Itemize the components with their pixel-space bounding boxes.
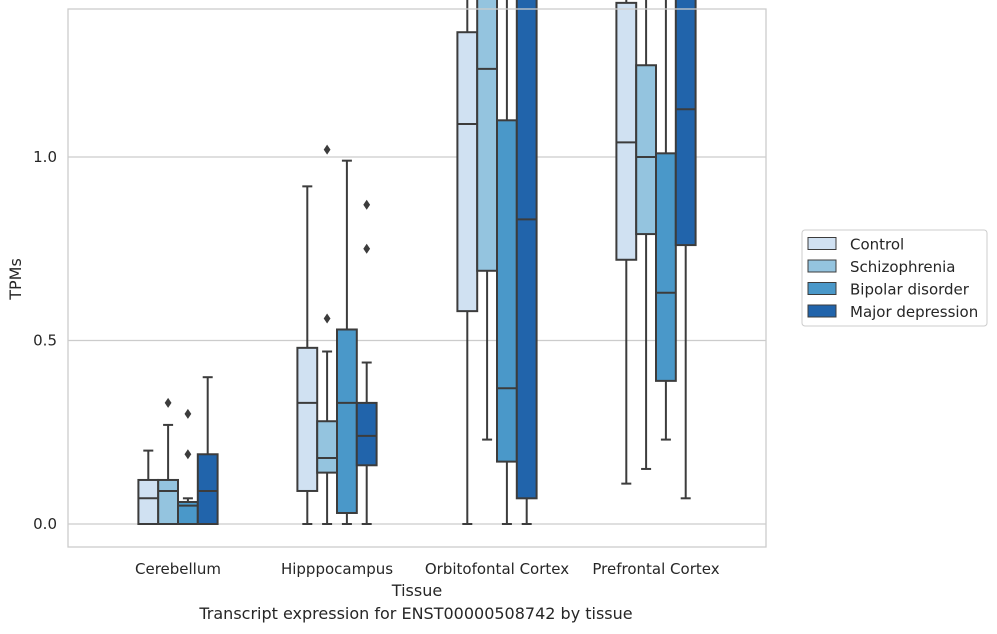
box-major-depression — [674, 0, 697, 500]
box-major-depression — [515, 0, 538, 525]
box-body — [635, 64, 658, 236]
box-body — [515, 0, 538, 500]
y-axis-label: TPMs — [6, 258, 25, 301]
box-body — [456, 31, 479, 313]
y-tick-label: 0.0 — [33, 515, 57, 533]
outlier-point — [323, 313, 331, 324]
x-axis-label: Tissue — [391, 581, 442, 600]
box-bipolar-disorder — [655, 0, 677, 441]
legend-swatch — [807, 259, 837, 273]
box-body — [674, 0, 697, 247]
legend-swatch — [807, 237, 837, 250]
box-body — [496, 119, 518, 463]
box-plots — [137, 0, 697, 526]
outlier-point — [323, 144, 331, 155]
x-tick-label: Cerebellum — [135, 560, 221, 578]
box-schizophrenia — [635, 0, 658, 470]
box-body — [196, 453, 219, 525]
box-bipolar-disorder — [336, 159, 358, 525]
box-body — [655, 152, 677, 382]
legend-swatch — [807, 304, 837, 318]
box-body — [336, 328, 358, 514]
x-tick-labels: Cerebellum Hipppocampus Orbitofontal Corte… — [135, 560, 720, 578]
box-major-depression — [196, 376, 219, 525]
box-bipolar-disorder — [496, 0, 518, 525]
x-tick-label: Hipppocampus — [281, 560, 393, 578]
box-schizophrenia — [157, 397, 179, 525]
legend-frame — [801, 229, 988, 327]
y-tick-labels: 0.00.51.01.52.02.5 — [33, 148, 57, 533]
outlier-point — [164, 397, 172, 408]
x-tick-label: Orbitofontal Cortex — [425, 560, 569, 578]
legend-swatch — [807, 282, 837, 295]
box-major-depression — [355, 199, 378, 525]
box-body — [137, 478, 160, 525]
chart-caption: Transcript expression for ENST0000050874… — [199, 604, 633, 623]
y-tick-label: 1.0 — [33, 148, 57, 166]
box-control — [137, 449, 160, 525]
box-bipolar-disorder — [177, 408, 199, 526]
box-control — [296, 185, 319, 525]
legend: Control Schizophrenia Bipolar disorder Majo… — [801, 229, 988, 327]
box-body — [316, 420, 339, 474]
legend-label: Bipolar disorder — [850, 281, 970, 299]
plot-frame — [67, 8, 767, 548]
box-body — [296, 346, 319, 492]
outlier-point — [363, 199, 371, 210]
box-body — [615, 1, 638, 261]
box-body — [355, 401, 378, 467]
legend-label: Major depression — [850, 303, 978, 321]
outlier-point — [184, 449, 192, 460]
legend-label: Control — [850, 236, 904, 254]
box-schizophrenia — [476, 0, 499, 441]
legend-label: Schizophrenia — [850, 258, 955, 276]
y-tick-label: 0.5 — [33, 332, 57, 350]
x-tick-label: Prefrontal Cortex — [592, 560, 719, 578]
box-body — [476, 0, 499, 272]
outlier-point — [184, 408, 192, 419]
box-control — [615, 0, 638, 485]
outlier-point — [363, 243, 371, 254]
box-body — [157, 478, 179, 525]
box-control — [456, 0, 479, 525]
box-schizophrenia — [316, 144, 339, 525]
